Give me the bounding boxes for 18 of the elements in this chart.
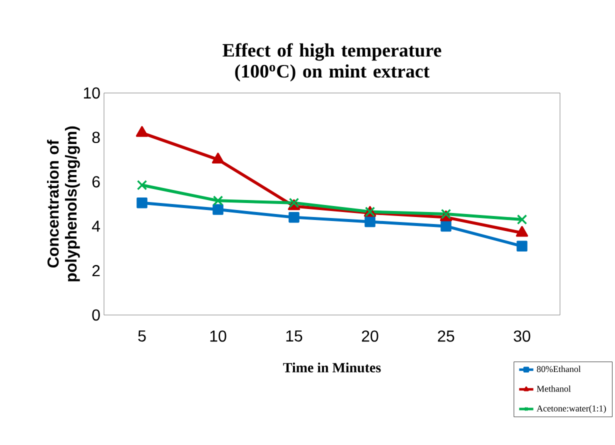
- y-tick-label: 0: [92, 309, 100, 321]
- legend-label: Methanol: [536, 385, 571, 392]
- x-axis-title: Time in Minutes: [283, 362, 381, 372]
- x-tick-label: 30: [514, 330, 530, 342]
- y-tick-label: 4: [92, 220, 100, 232]
- y-tick-label: 6: [92, 176, 100, 188]
- y-tick-label: 2: [92, 265, 100, 276]
- x-tick-label: 20: [362, 330, 378, 342]
- x-tick-label: 15: [286, 330, 302, 342]
- y-tick-label: 8: [92, 132, 100, 144]
- y-axis-title: Concentration of polyphenols(mg/gm): [47, 126, 80, 282]
- x-tick-label: 5: [138, 330, 146, 342]
- legend-label: Acetone:water(1:1): [536, 405, 606, 414]
- legend-label: 80%Ethanol: [536, 366, 581, 372]
- x-tick-label: 10: [210, 330, 226, 342]
- x-tick-label: 25: [438, 330, 454, 342]
- y-tick-label: 10: [84, 87, 100, 99]
- chart-title: Effect of high temperature (100$^{o}$C) on mint extract: [222, 43, 442, 82]
